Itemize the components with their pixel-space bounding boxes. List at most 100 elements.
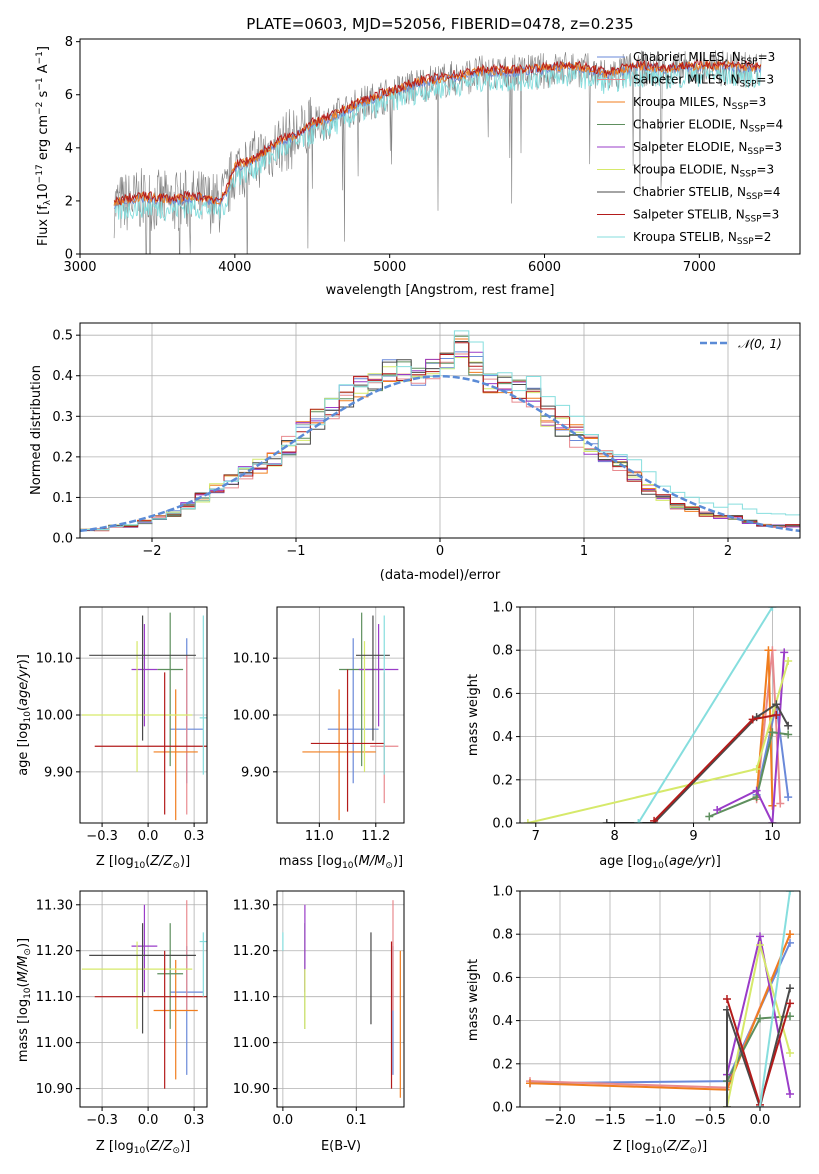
y-tick-label: 0.0: [52, 532, 73, 547]
y-tick-label: 0.6: [492, 971, 513, 986]
axes-frame: [519, 606, 801, 824]
weight-marker-chabrier_miles: [784, 793, 793, 802]
x-tick-label: 4000: [218, 260, 251, 275]
y-tick-label: 9.90: [241, 765, 270, 780]
y-tick-label: 8: [65, 35, 73, 50]
weight-marker-salpeter_elodie: [713, 806, 722, 815]
weights-vs-age-panel: 7 8 9 10 0.0 0.2 0.4 0.6 0.8 1.0 age [log10(age/y…: [466, 601, 801, 871]
legend-subscript: SSP: [745, 215, 762, 225]
y-tick-label: 0.1: [52, 491, 73, 506]
weights-vs-metallicity-panel: −2.0 −1.5 −1.0 −0.5 0.0 0.0 0.2 0.4 0.6 0.8 1.0 Z …: [466, 885, 801, 1156]
age-vs-mass-panel: 11.0 11.2 9.90 10.00 10.10 mass [log10(M/M⊙)…: [233, 606, 405, 871]
y-tick-label: 0.8: [492, 644, 513, 659]
weight-marker-kroupa_elodie: [756, 941, 764, 949]
weights-vs-metallicity-xlabel: Z [log10(Z/Z⊙)]: [613, 1139, 707, 1156]
x-tick-label: 0: [436, 544, 444, 559]
mass-vs-metallicity-xlabel: Z [log10(Z/Z⊙)]: [96, 1139, 190, 1156]
histogram-kroupa_stelib: [80, 330, 800, 530]
axes-frame: [79, 38, 801, 255]
weight-marker-kroupa_stelib: [786, 891, 794, 895]
legend-entry-salpeter_stelib: Salpeter STELIB, NSSP=3: [633, 208, 779, 225]
weight-marker-kroupa_miles: [786, 930, 794, 939]
legend-entry-salpeter_miles: Salpeter MILES, NSSP=3: [633, 73, 774, 90]
legend-text: Salpeter ELODIE, N: [633, 140, 747, 154]
legend-entry-kroupa_elodie: Kroupa ELODIE, NSSP=3: [633, 163, 774, 180]
y-tick-label: 0.3: [52, 410, 73, 425]
y-tick-label: 11.20: [233, 944, 270, 959]
y-tick-label: 11.10: [36, 990, 73, 1005]
weight-marker-kroupa_stelib: [756, 1103, 764, 1107]
weight-marker-salpeter_elodie: [780, 648, 789, 657]
weight-marker-kroupa_miles: [764, 646, 773, 655]
x-tick-label: 0.0: [750, 1113, 771, 1128]
weight-marker-kroupa_elodie: [523, 819, 532, 823]
axes-frame: [79, 890, 208, 1108]
y-tick-label: 10.00: [36, 709, 73, 724]
weight-marker-salpeter_elodie: [752, 786, 761, 795]
mass-vs-ebv-plot-area: 0.0 0.1 10.90 11.00 11.10 11.20 11.30: [233, 890, 405, 1128]
x-tick-label: −1.0: [644, 1113, 676, 1128]
legend-entry-chabrier_elodie: Chabrier ELODIE, NSSP=4: [633, 118, 783, 135]
spectrum-ylabel: Flux [fλ10−17 erg cm−2 s−1 A−1]: [35, 46, 53, 246]
axes-frame: [276, 606, 405, 824]
y-tick-label: 0.5: [52, 329, 73, 344]
residual-panel: −2 −1 0 1 2 0.0 0.1 0.2 0.3 0.4 0.5 (data-model)/e…: [29, 322, 801, 583]
weight-marker-chabrier_stelib: [786, 984, 794, 993]
legend-subscript: SSP: [741, 57, 758, 67]
y-tick-label: 10.90: [233, 1082, 270, 1097]
plot-content: [80, 330, 800, 533]
y-tick-label: 11.00: [36, 1036, 73, 1051]
axes-frame: [79, 606, 208, 824]
weight-marker-salpeter_elodie: [786, 1090, 794, 1099]
y-tick-label: 11.20: [36, 944, 73, 959]
weight-marker-kroupa_elodie: [786, 1049, 794, 1057]
y-tick-label: 0.0: [492, 817, 513, 832]
y-tick-label: 10.00: [233, 709, 270, 724]
x-tick-label: −0.3: [86, 1113, 118, 1128]
normal-legend-label: 𝒩(0, 1): [738, 337, 782, 351]
spectrum-plot-area: 3000 4000 5000 6000 7000 0 2 4 6 8: [63, 35, 801, 275]
legend-text: Chabrier STELIB, N: [633, 185, 746, 199]
weight-marker-chabrier_elodie: [768, 728, 777, 737]
plot-content: [526, 891, 794, 1107]
weight-line-kroupa_stelib: [637, 607, 774, 823]
weight-marker-chabrier_elodie: [786, 1012, 794, 1021]
x-tick-label: −0.3: [86, 829, 118, 844]
y-tick-label: 0.2: [492, 1057, 513, 1072]
weight-marker-chabrier_stelib: [602, 819, 611, 823]
weight-marker-salpeter_miles: [776, 799, 785, 808]
x-tick-label: 7: [532, 829, 540, 844]
legend-subscript: SSP: [732, 102, 749, 112]
legend-tail: =2: [754, 230, 772, 244]
y-tick-label: 10.10: [36, 652, 73, 667]
legend-text: Kroupa MILES, N: [633, 95, 732, 109]
y-tick-label: 10.10: [233, 652, 270, 667]
x-tick-label: −1: [286, 544, 305, 559]
legend-tail: =3: [756, 163, 774, 177]
legend-subscript: SSP: [740, 80, 757, 90]
age-vs-metallicity-panel: −0.3 0.0 0.3 9.90 10.00 10.10 Z [log10(Z/Z⊙)]…: [16, 606, 208, 871]
x-tick-label: 0.0: [138, 1113, 159, 1128]
weight-marker-chabrier_stelib: [784, 721, 793, 730]
x-tick-label: 6000: [528, 260, 561, 275]
legend-subscript: SSP: [747, 147, 764, 157]
weight-marker-salpeter_elodie: [756, 932, 764, 941]
x-tick-label: −2: [142, 544, 161, 559]
x-tick-label: 0.0: [138, 829, 159, 844]
legend-text: Salpeter STELIB, N: [633, 208, 745, 222]
weight-marker-chabrier_elodie: [756, 1014, 764, 1023]
y-tick-label: 1.0: [492, 601, 513, 616]
plot-content: [282, 900, 401, 1098]
age-vs-metallicity-xlabel: Z [log10(Z/Z⊙)]: [96, 854, 190, 871]
y-tick-label: 2: [65, 194, 73, 209]
spectrum-xlabel: wavelength [Angstrom, rest frame]: [326, 283, 555, 298]
x-tick-label: 5000: [373, 260, 406, 275]
legend-text: Chabrier ELODIE, N: [633, 118, 749, 132]
y-tick-label: 0.4: [52, 369, 73, 384]
age-vs-metallicity-plot-area: −0.3 0.0 0.3 9.90 10.00 10.10: [36, 606, 208, 844]
residual-xlabel: (data-model)/error: [380, 568, 501, 583]
legend-tail: =4: [763, 185, 781, 199]
x-tick-label: 0.0: [273, 1113, 294, 1128]
